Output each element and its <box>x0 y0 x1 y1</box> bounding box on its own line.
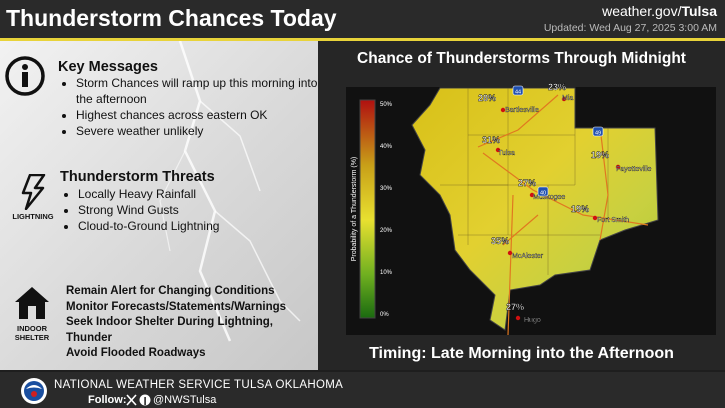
handle: @NWSTulsa <box>153 394 217 406</box>
city-label: Mia <box>562 95 573 102</box>
key-item: Highest chances across eastern OK <box>76 107 318 123</box>
colorbar <box>359 99 376 319</box>
office: NATIONAL WEATHER SERVICE TULSA OKLAHOMA <box>54 379 344 391</box>
percent-label: 19% <box>591 150 609 160</box>
percent-label: 27% <box>506 302 524 312</box>
map: Probability of a Thunderstorm (%) 50% 40%… <box>346 82 716 336</box>
percent-label: 35% <box>491 236 509 246</box>
site-prefix: weather.gov/ <box>602 3 682 19</box>
city-label: Bartlesville <box>505 107 539 114</box>
city-label: Tulsa <box>498 150 515 157</box>
percent-label: 27% <box>518 178 536 188</box>
left-panel: Key Messages Storm Chances will ramp up … <box>0 41 318 370</box>
colorbar-tick: 0% <box>380 312 389 318</box>
footer <box>0 372 725 408</box>
updated: Updated: Wed Aug 27, 2025 3:00 AM <box>543 22 717 34</box>
shelter-item: Seek Indoor Shelter During Lightning, Th… <box>66 316 274 344</box>
key-title: Key Messages <box>58 59 158 75</box>
percent-label: 31% <box>482 135 500 145</box>
title: Thunderstorm Chances Today <box>6 5 337 31</box>
percent-label: 23% <box>548 82 566 92</box>
lightning-bg <box>159 41 301 342</box>
threats-list: Locally Heavy Rainfall Strong Wind Gusts… <box>60 186 318 234</box>
city-dot <box>529 192 535 198</box>
colorbar-tick: 10% <box>380 270 393 276</box>
percent-label: 28% <box>478 93 496 103</box>
site: weather.gov/Tulsa <box>602 3 717 19</box>
colorbar-tick: 30% <box>380 186 393 192</box>
shield-label: 49 <box>595 131 601 137</box>
city-label: Fort Smith <box>597 217 629 224</box>
social-icons <box>126 394 151 406</box>
shelter-item: Remain Alert for Changing Conditions <box>66 285 275 297</box>
map-title: Chance of Thunderstorms Through Midnight <box>357 50 686 67</box>
highway-shield <box>537 186 549 197</box>
forecast-area <box>411 87 659 331</box>
city-dot <box>561 96 567 102</box>
house-icon <box>15 287 49 319</box>
shelter-list: Remain Alert for Changing Conditions Mon… <box>66 284 306 362</box>
shield-label: 40 <box>540 191 546 197</box>
colorbar-tick: 50% <box>380 102 393 108</box>
threat-item: Locally Heavy Rainfall <box>78 186 318 202</box>
city-dot <box>507 250 513 256</box>
threat-item: Cloud-to-Ground Lightning <box>78 218 318 234</box>
city-dot <box>515 315 521 321</box>
header <box>0 0 725 41</box>
city-dot <box>500 107 506 113</box>
colorbar-tick: 20% <box>380 228 393 234</box>
county-lines <box>440 88 609 275</box>
key-list: Storm Chances will ramp up this morning … <box>58 75 318 139</box>
highway-shield <box>592 126 604 137</box>
timing: Timing: Late Morning into the Afternoon <box>369 345 674 362</box>
shield-label: 44 <box>515 90 521 96</box>
city-label: Muskogee <box>533 194 565 201</box>
colorbar-tick: 40% <box>380 144 393 150</box>
shelter-label: INDOOR SHELTER <box>14 324 50 342</box>
city-dot <box>592 215 598 221</box>
lightning-label: LIGHTNING <box>12 212 54 221</box>
shelter-item: Monitor Forecasts/Statements/Warnings <box>66 300 287 313</box>
follow: Follow: <box>88 394 127 406</box>
threats-title: Thunderstorm Threats <box>60 169 215 185</box>
colorbar-label: Probability of a Thunderstorm (%) <box>351 157 358 262</box>
info-icon <box>5 56 45 96</box>
threat-item: Strong Wind Gusts <box>78 202 318 218</box>
city-label: Hugo <box>524 317 541 324</box>
nws-logo <box>21 378 47 404</box>
percent-label: 19% <box>571 204 589 214</box>
city-label: Fayetteville <box>616 166 652 173</box>
key-item: Severe weather unlikely <box>76 123 318 139</box>
city-dot <box>615 164 621 170</box>
lightning-icon <box>21 174 46 210</box>
highway-shield <box>512 85 524 96</box>
city-dot <box>495 147 501 153</box>
roads <box>477 94 649 336</box>
key-item: Storm Chances will ramp up this morning … <box>76 75 318 107</box>
site-name: Tulsa <box>681 3 717 19</box>
shelter-item: Avoid Flooded Roadways <box>66 347 206 359</box>
city-label: McAlester <box>512 253 544 260</box>
